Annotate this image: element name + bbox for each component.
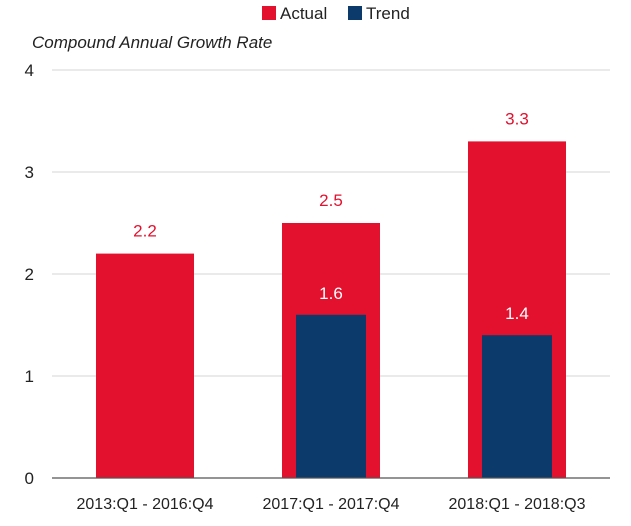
bar-actual: [96, 253, 194, 478]
data-label-actual: 3.3: [505, 109, 529, 128]
bar-trend: [296, 314, 366, 478]
data-label-actual: 2.5: [319, 191, 343, 210]
legend-label-trend: Trend: [366, 4, 410, 23]
legend-label-actual: Actual: [280, 4, 327, 23]
x-tick-label: 2017:Q1 - 2017:Q4: [263, 496, 400, 513]
data-label-actual: 2.2: [133, 222, 157, 241]
data-label-trend: 1.6: [319, 284, 343, 303]
legend-swatch-actual: [262, 6, 276, 20]
bars: [96, 141, 566, 478]
x-tick-label: 2013:Q1 - 2016:Q4: [77, 496, 214, 513]
axes: 0 1 2 3 4 2013:Q1 - 2016:Q4 2017:Q1 - 2017:Q4 2…: [25, 61, 610, 513]
data-labels: 2.2 2.5 1.6 3.3 1.4: [133, 109, 529, 323]
legend-swatch-trend: [348, 6, 362, 20]
data-label-trend: 1.4: [505, 304, 529, 323]
y-axis-label: Compound Annual Growth Rate: [32, 33, 272, 52]
y-tick-label: 1: [25, 367, 34, 386]
legend: Actual Trend: [262, 4, 410, 23]
x-tick-label: 2018:Q1 - 2018:Q3: [449, 496, 586, 513]
y-tick-label: 0: [25, 469, 34, 488]
y-tick-label: 2: [25, 265, 34, 284]
y-tick-label: 3: [25, 163, 34, 182]
y-tick-label: 4: [25, 61, 34, 80]
bar-trend: [482, 335, 552, 478]
